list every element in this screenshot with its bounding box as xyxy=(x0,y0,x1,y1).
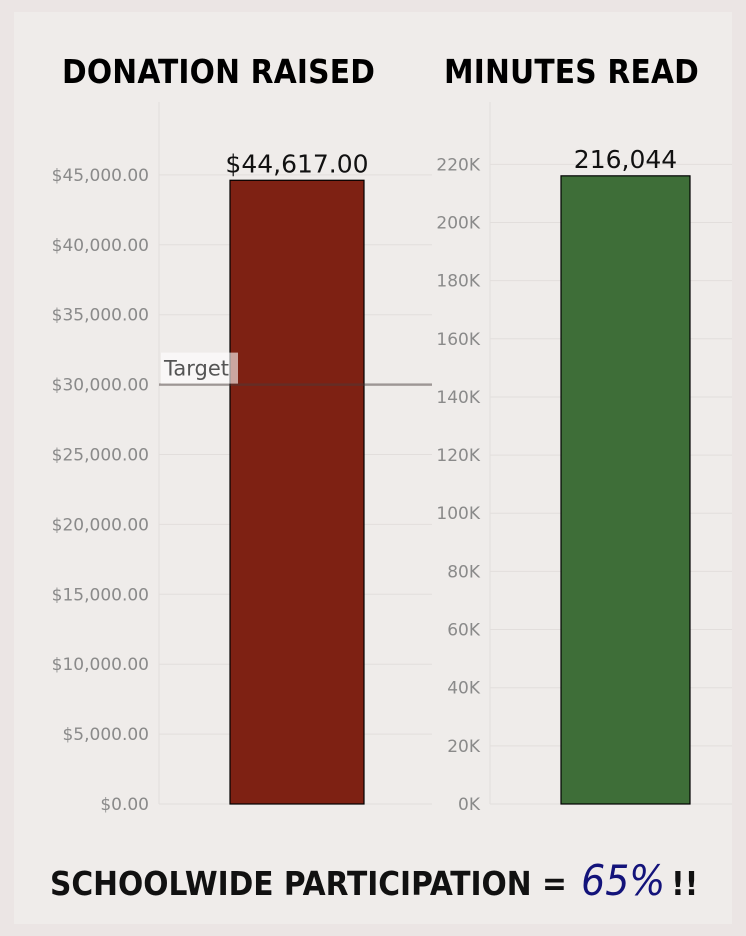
y-tick-label: 200K xyxy=(436,213,480,233)
bar-value-label: 216,044 xyxy=(574,145,677,174)
y-tick-label: $0.00 xyxy=(100,795,149,815)
bar xyxy=(229,179,365,805)
y-tick-label: 120K xyxy=(436,446,480,466)
charts-canvas: $0.00 $5,000.00 $10,000.00 $15,000.00 $20,00… xyxy=(52,102,732,815)
y-tick-label: 180K xyxy=(436,272,480,292)
target-label: Target xyxy=(163,357,229,381)
y-tick-label: 80K xyxy=(447,562,481,582)
y-tick-label: 220K xyxy=(436,155,480,175)
participation-value: 65% xyxy=(581,856,666,905)
y-tick-label: 40K xyxy=(447,679,481,699)
donation-chart-title: DONATION RAISED xyxy=(62,52,376,91)
minutes-chart: 0K 20K 40K 60K 80K 100K 120K 140K 160K 180K 200K 22… xyxy=(436,102,732,815)
y-tick-label: $5,000.00 xyxy=(62,725,149,745)
minutes-chart-title: MINUTES READ xyxy=(444,52,699,91)
y-tick-label: $30,000.00 xyxy=(52,376,149,396)
y-tick-label: $25,000.00 xyxy=(52,446,149,466)
y-tick-label: $15,000.00 xyxy=(52,585,149,605)
target-label-bg xyxy=(161,352,238,384)
y-tick-label: 20K xyxy=(447,737,481,757)
y-tick-label: 60K xyxy=(447,621,481,641)
participation-summary: SCHOOLWIDE PARTICIPATION = 65%!! xyxy=(50,856,698,905)
y-tick-label: 100K xyxy=(436,504,480,524)
y-tick-label: $45,000.00 xyxy=(52,166,149,186)
y-tick-label: 140K xyxy=(436,388,480,408)
y-tick-label: 160K xyxy=(436,330,480,350)
y-tick-label: 0K xyxy=(458,795,481,815)
y-tick-label: $10,000.00 xyxy=(52,655,149,675)
participation-label: SCHOOLWIDE PARTICIPATION = xyxy=(50,864,567,903)
participation-suffix: !! xyxy=(671,864,699,903)
donation-chart: $0.00 $5,000.00 $10,000.00 $15,000.00 $20,00… xyxy=(52,102,432,815)
y-tick-label: $40,000.00 xyxy=(52,236,149,256)
bar-value-label: $44,617.00 xyxy=(225,149,368,178)
bar xyxy=(560,175,691,805)
y-tick-label: $35,000.00 xyxy=(52,306,149,326)
dashboard: DONATION RAISED MINUTES READ $0.00 $5,000… xyxy=(14,12,732,924)
y-tick-label: $20,000.00 xyxy=(52,515,149,535)
